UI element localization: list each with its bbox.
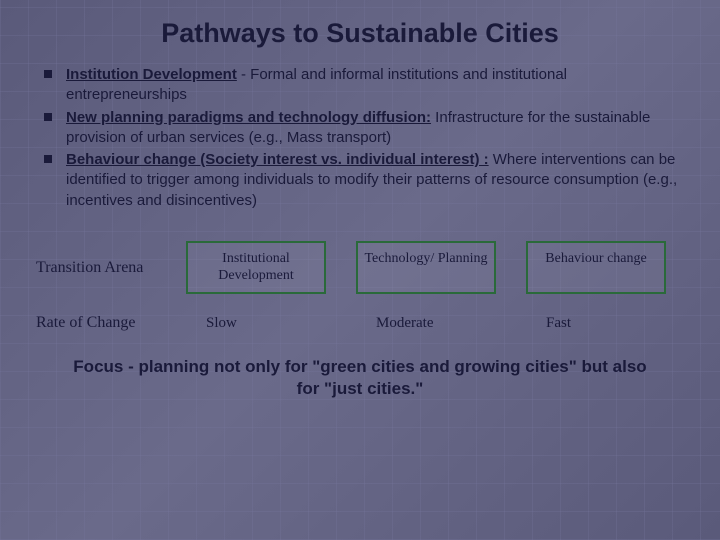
rate-value: Fast: [526, 315, 666, 332]
bullet-marker: [44, 70, 52, 78]
row-label: Rate of Change: [36, 314, 176, 332]
table-row: Rate of Change Slow Moderate Fast: [36, 314, 684, 332]
row-label: Transition Arena: [36, 259, 176, 277]
bullet-list: Institution Development - Formal and inf…: [36, 65, 684, 211]
bullet-item: Institution Development - Formal and inf…: [42, 65, 684, 106]
bullet-item: New planning paradigms and technology di…: [42, 108, 684, 149]
bullet-marker: [44, 155, 52, 163]
bullet-marker: [44, 113, 52, 121]
transition-table: Transition Arena Institutional Developme…: [36, 241, 684, 333]
page-title: Pathways to Sustainable Cities: [36, 18, 684, 49]
rate-value: Slow: [186, 315, 326, 332]
bullet-lead: Behaviour change (Society interest vs. i…: [66, 151, 489, 168]
bullet-lead: Institution Development: [66, 66, 237, 83]
arena-box: Technology/ Planning: [356, 241, 496, 295]
rate-value: Moderate: [356, 315, 496, 332]
footer-text: Focus - planning not only for "green cit…: [36, 356, 684, 400]
arena-box: Institutional Development: [186, 241, 326, 295]
bullet-lead: New planning paradigms and technology di…: [66, 109, 431, 126]
arena-box: Behaviour change: [526, 241, 666, 295]
bullet-item: Behaviour change (Society interest vs. i…: [42, 150, 684, 211]
table-row: Transition Arena Institutional Developme…: [36, 241, 684, 295]
